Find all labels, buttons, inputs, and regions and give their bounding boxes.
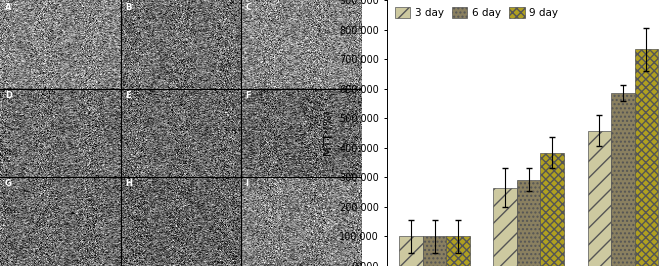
Legend: 3 day, 6 day, 9 day: 3 day, 6 day, 9 day [393, 5, 560, 20]
Bar [446, 236, 470, 266]
Bar [634, 49, 658, 266]
Bar [423, 236, 446, 266]
Bar [611, 93, 634, 266]
Text: I: I [245, 179, 249, 188]
Text: G: G [5, 179, 12, 188]
Text: D: D [5, 91, 12, 100]
Bar [541, 153, 564, 266]
Bar [588, 131, 611, 266]
Text: H: H [125, 179, 132, 188]
Text: F: F [245, 91, 251, 100]
Text: B: B [125, 3, 131, 12]
Text: A: A [5, 3, 11, 12]
Text: E: E [125, 91, 131, 100]
Bar [493, 188, 517, 266]
Y-axis label: MTT (%): MTT (%) [324, 110, 334, 156]
Bar [517, 180, 541, 266]
Bar [399, 236, 423, 266]
Text: C: C [245, 3, 251, 12]
